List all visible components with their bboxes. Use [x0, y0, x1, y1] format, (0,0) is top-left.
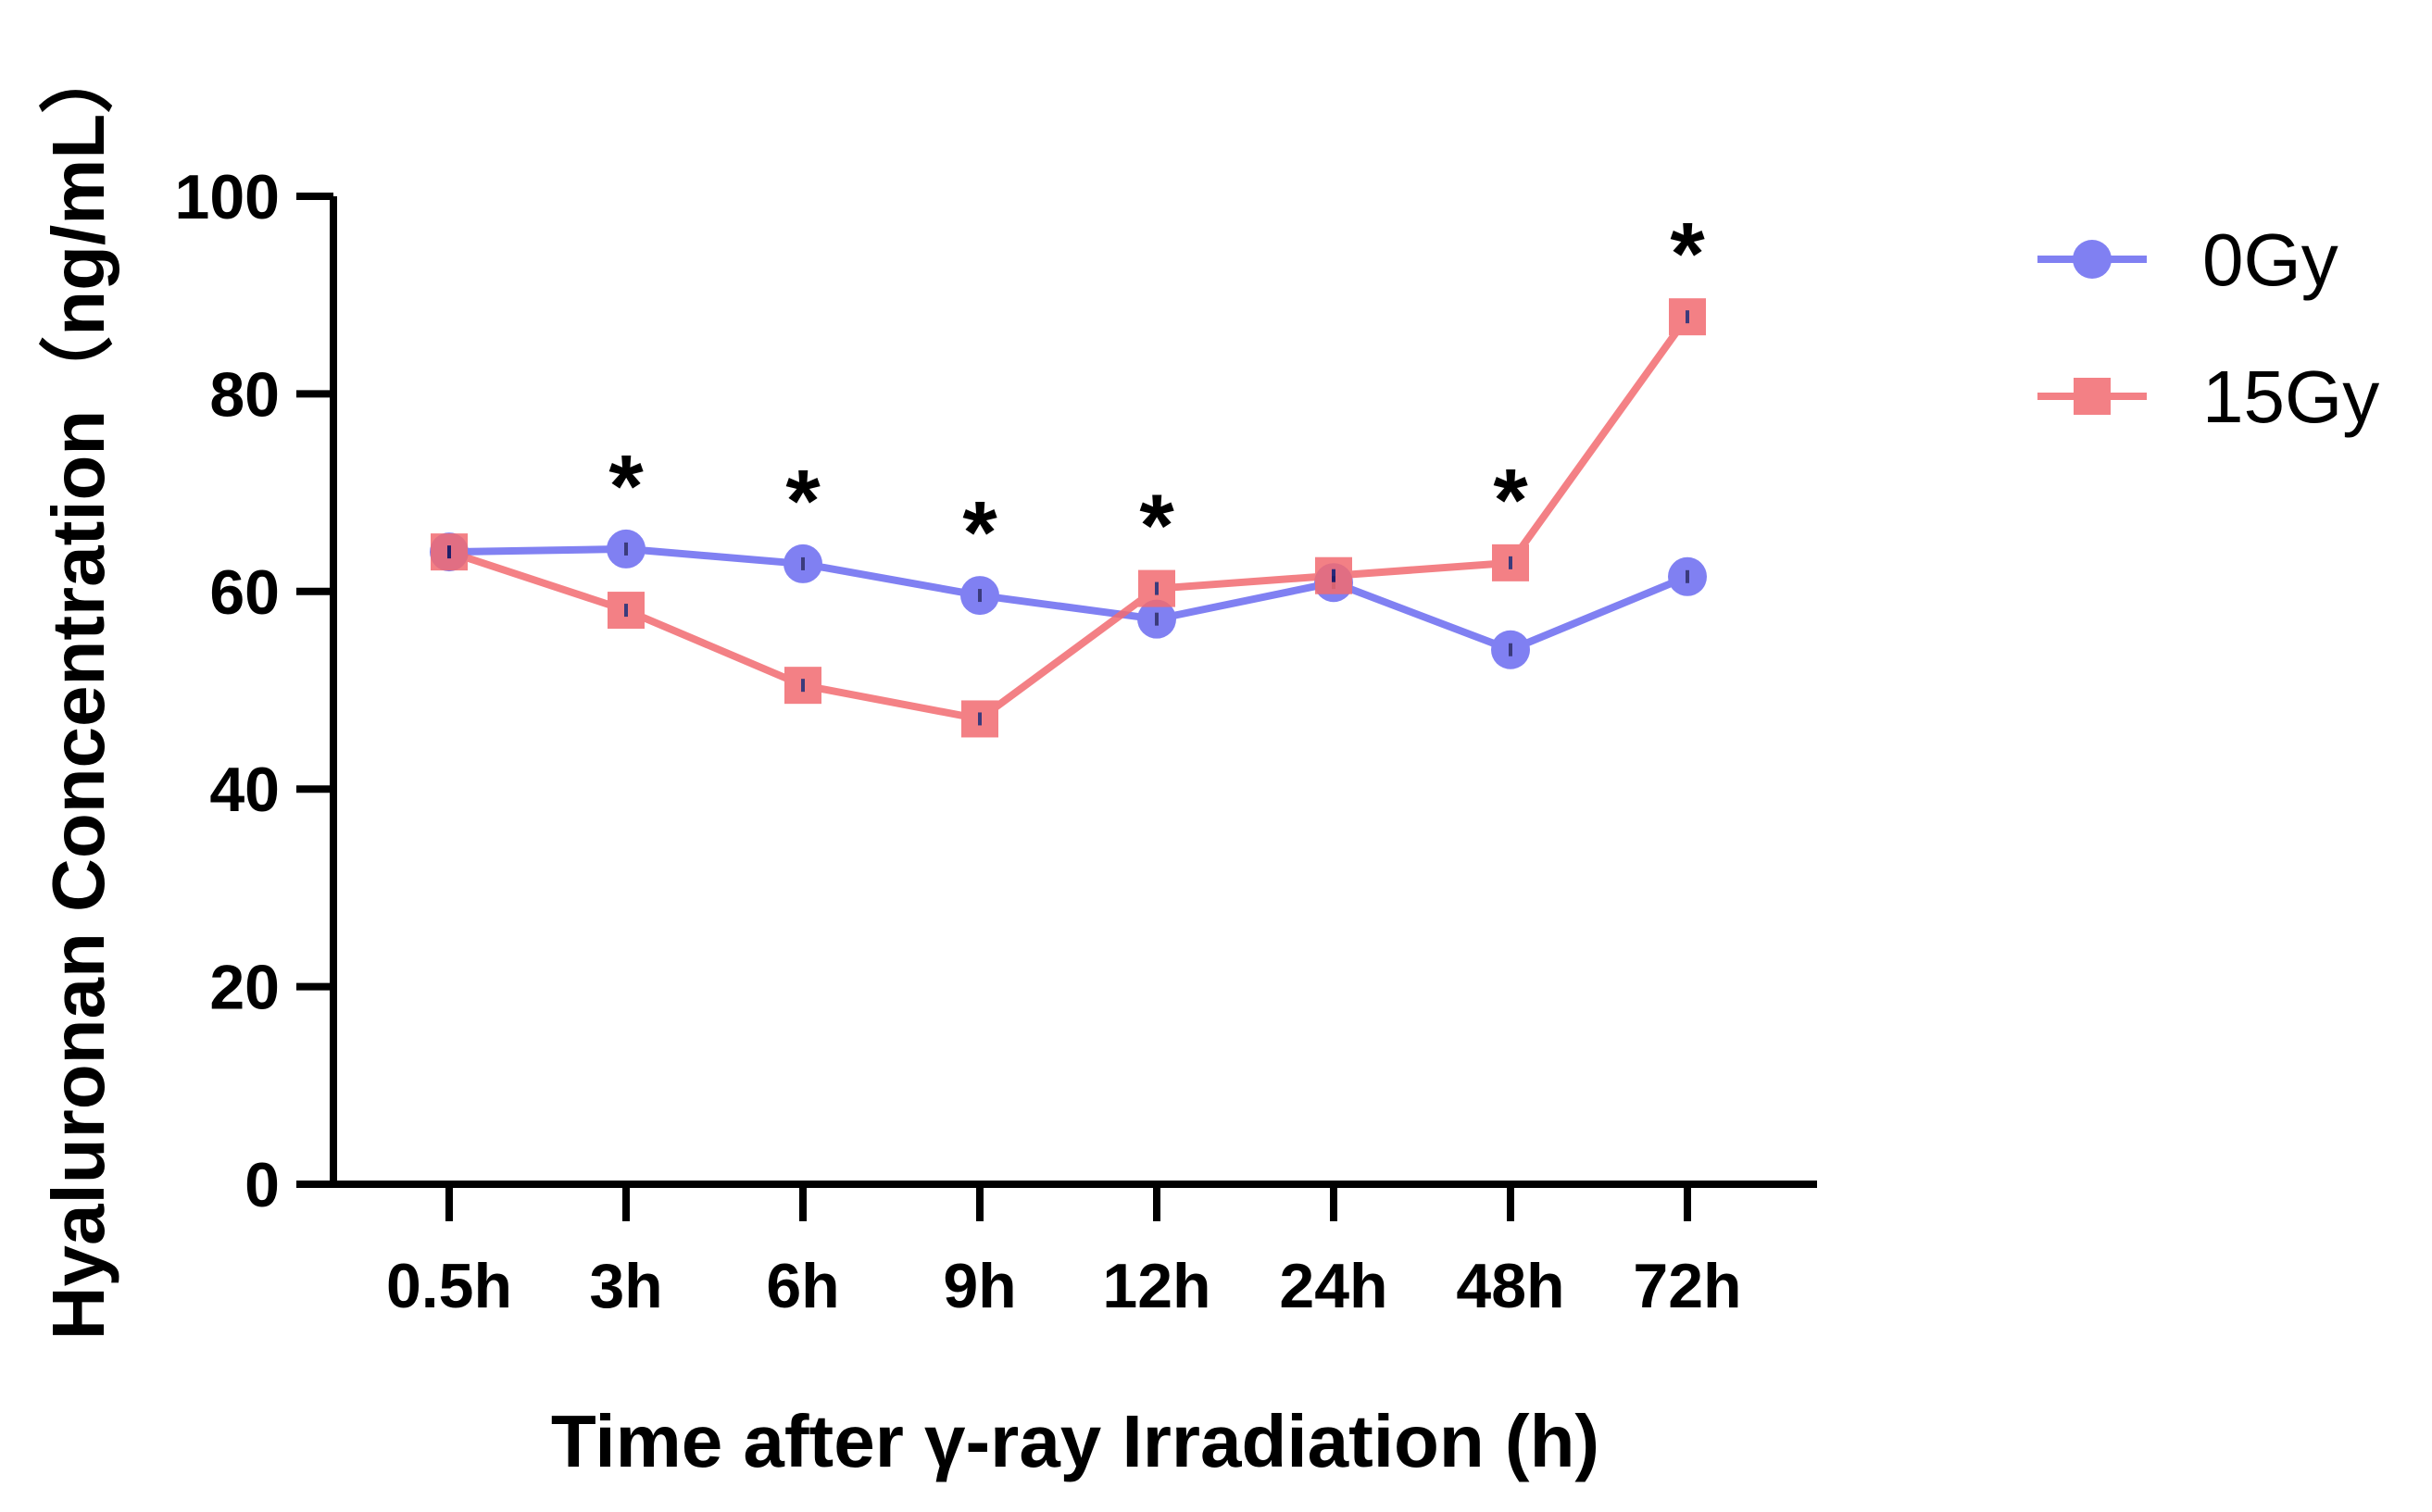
- series-line: [447, 314, 1691, 723]
- x-tick-label: 24h: [1279, 1251, 1387, 1321]
- series-layer: [430, 298, 1707, 738]
- significance-asterisk: *: [962, 483, 997, 582]
- y-tick-label: 40: [209, 755, 280, 825]
- x-tick-label: 0.5h: [386, 1251, 512, 1321]
- legend-marker: [2073, 240, 2112, 279]
- significance-markers: * * * * * *: [608, 205, 1705, 582]
- significance-asterisk: *: [1670, 205, 1705, 304]
- x-tick-label: 3h: [589, 1251, 662, 1321]
- y-tick-label: 20: [209, 953, 280, 1023]
- y-ticks: 0 20 40 60 80 100: [175, 162, 333, 1220]
- y-tick-label: 80: [209, 359, 280, 430]
- significance-asterisk: *: [1139, 477, 1174, 576]
- y-tick-label: 60: [209, 557, 280, 628]
- x-tick-label: 12h: [1102, 1251, 1210, 1321]
- significance-asterisk: *: [785, 452, 821, 551]
- legend-label: 0Gy: [2202, 219, 2338, 301]
- x-tick-label: 6h: [766, 1251, 839, 1321]
- legend-label: 15Gy: [2202, 356, 2379, 438]
- significance-asterisk: *: [1493, 451, 1528, 550]
- y-axis-title: Hyaluronan Concentration（ng/mL）: [37, 40, 119, 1341]
- y-tick-label: 0: [244, 1150, 280, 1220]
- x-axis-title: Time after γ-ray Irradiation (h): [551, 1400, 1599, 1482]
- legend-marker: [2074, 378, 2111, 415]
- x-tick-label: 9h: [943, 1251, 1016, 1321]
- x-tick-label: 72h: [1633, 1251, 1741, 1321]
- series-line: [448, 544, 1689, 654]
- x-tick-label: 48h: [1456, 1251, 1564, 1321]
- legend-item: [2037, 240, 2147, 279]
- legend: 0Gy 15Gy: [2037, 219, 2379, 438]
- legend-item: [2037, 378, 2147, 415]
- series-15Gy: [431, 298, 1706, 738]
- x-ticks: 0.5h 3h 6h 9h 12h 24h 48h 72h: [386, 1184, 1742, 1321]
- axes: [330, 196, 1817, 1188]
- y-tick-label: 100: [175, 162, 280, 232]
- significance-asterisk: *: [608, 437, 644, 536]
